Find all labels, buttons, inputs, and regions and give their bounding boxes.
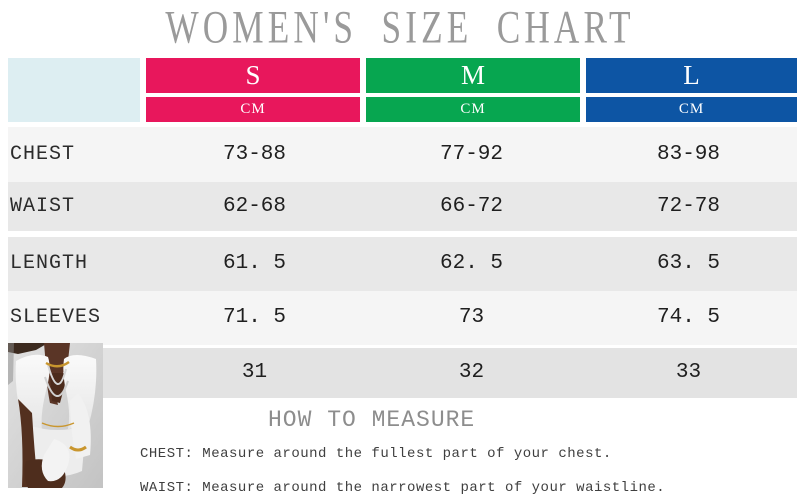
table-row-length: LENGTH 61. 5 62. 5 63. 5 — [8, 237, 797, 291]
chest-value-s: 73-88 — [222, 143, 286, 166]
size-header-s: S — [146, 58, 360, 93]
row-label: CHEST — [10, 143, 76, 166]
page-title: WOMEN'S SIZE CHART — [165, 2, 635, 54]
size-header-m: M — [366, 58, 580, 93]
table-row-sleeves: SLEEVES 71. 5 73 74. 5 — [8, 291, 797, 345]
unit-header-s: CM — [146, 97, 360, 122]
length-value-m: 62. 5 — [439, 252, 503, 275]
row-label: SLEEVES — [10, 306, 102, 329]
table-row-waist: WAIST 62-68 66-72 72-78 — [8, 182, 797, 231]
measure-instruction-chest: CHEST: Measure around the fullest part o… — [140, 446, 612, 462]
unit-header-m: CM — [366, 97, 580, 122]
extra-value-l: 33 — [675, 361, 702, 384]
measure-instruction-waist: WAIST: Measure around the narrowest part… — [140, 480, 666, 496]
row-label — [102, 348, 146, 398]
table-corner-cell — [8, 58, 140, 122]
how-to-measure-heading: HOW TO MEASURE — [268, 407, 476, 433]
row-label: WAIST — [10, 195, 76, 218]
chest-value-l: 83-98 — [656, 143, 720, 166]
sleeves-value-s: 71. 5 — [222, 306, 286, 329]
size-table-body: CHEST 73-88 77-92 83-98 WAIST 62-68 66-7… — [8, 127, 797, 398]
row-divider — [8, 231, 797, 237]
chest-value-m: 77-92 — [439, 143, 503, 166]
table-row-extra: 31 32 33 — [102, 348, 797, 398]
waist-value-m: 66-72 — [439, 195, 503, 218]
row-divider — [8, 345, 797, 348]
extra-value-s: 31 — [241, 361, 268, 384]
row-label: LENGTH — [10, 252, 89, 275]
waist-value-l: 72-78 — [656, 195, 720, 218]
unit-header-l: CM — [586, 97, 797, 122]
waist-value-s: 62-68 — [222, 195, 286, 218]
sleeves-value-m: 73 — [458, 306, 485, 329]
length-value-l: 63. 5 — [656, 252, 720, 275]
length-value-s: 61. 5 — [222, 252, 286, 275]
size-header-l: L — [586, 58, 797, 93]
sleeves-value-l: 74. 5 — [656, 306, 720, 329]
table-row-chest: CHEST 73-88 77-92 83-98 — [8, 127, 797, 182]
product-photo — [8, 343, 103, 488]
extra-value-m: 32 — [458, 361, 485, 384]
